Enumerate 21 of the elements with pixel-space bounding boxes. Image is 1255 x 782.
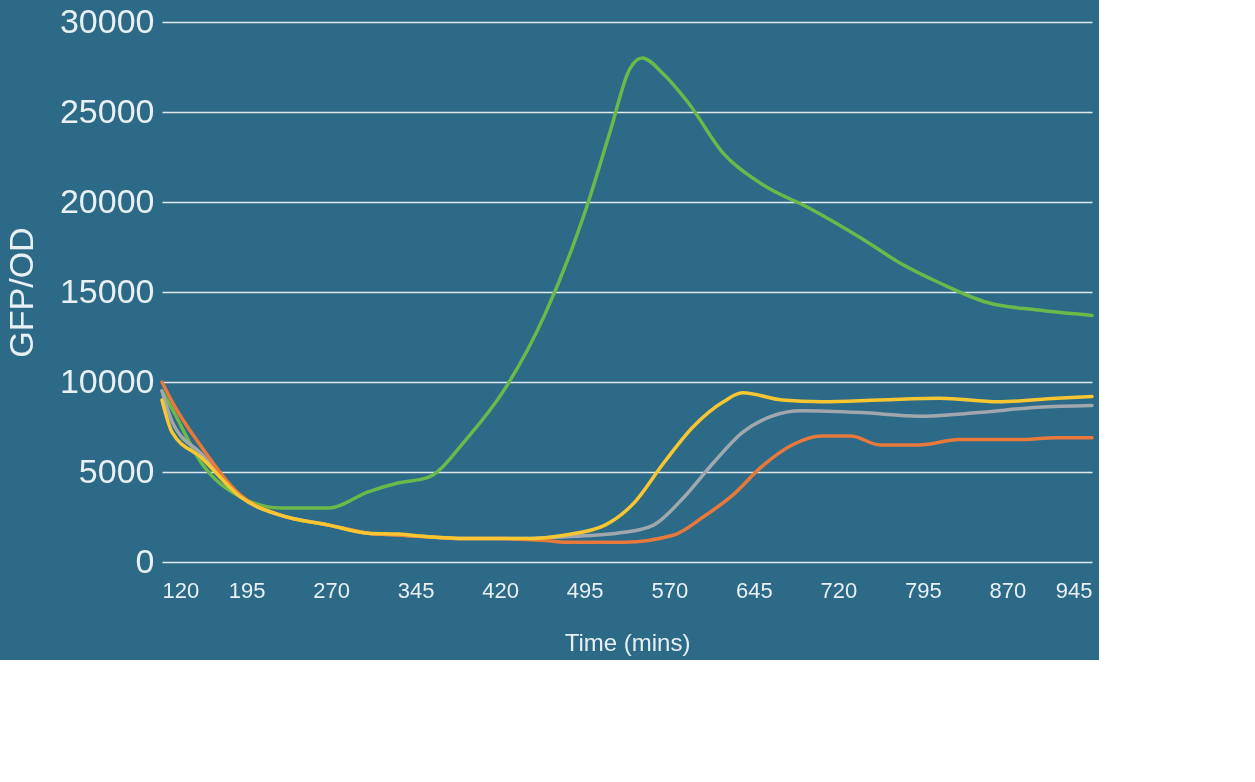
y-axis-title: GFP/OD xyxy=(1,227,40,358)
x-tick-label: 870 xyxy=(989,577,1027,603)
x-tick-label: 720 xyxy=(820,577,858,603)
x-axis-title: Time (mins) xyxy=(564,628,691,656)
y-tick-label: 25000 xyxy=(59,91,155,130)
x-tick-label: 120 xyxy=(162,577,200,603)
x-tick-label: 270 xyxy=(313,577,350,603)
y-tick-label: 30000 xyxy=(59,1,155,40)
y-tick-label: 10000 xyxy=(59,361,155,400)
x-tick-label: 795 xyxy=(905,577,942,603)
y-tick-label: 0 xyxy=(135,541,155,580)
x-tick-label: 645 xyxy=(735,577,773,603)
y-tick-label: 5000 xyxy=(78,451,155,490)
x-tick-label: 495 xyxy=(566,577,604,603)
y-tick-label: 15000 xyxy=(59,271,155,310)
x-tick-label: 195 xyxy=(228,577,266,603)
x-tick-label: 420 xyxy=(482,577,520,603)
x-tick-label: 345 xyxy=(397,577,435,603)
x-tick-label: 570 xyxy=(651,577,689,603)
y-tick-label: 20000 xyxy=(59,181,155,220)
x-tick-label: 945 xyxy=(1055,577,1093,603)
